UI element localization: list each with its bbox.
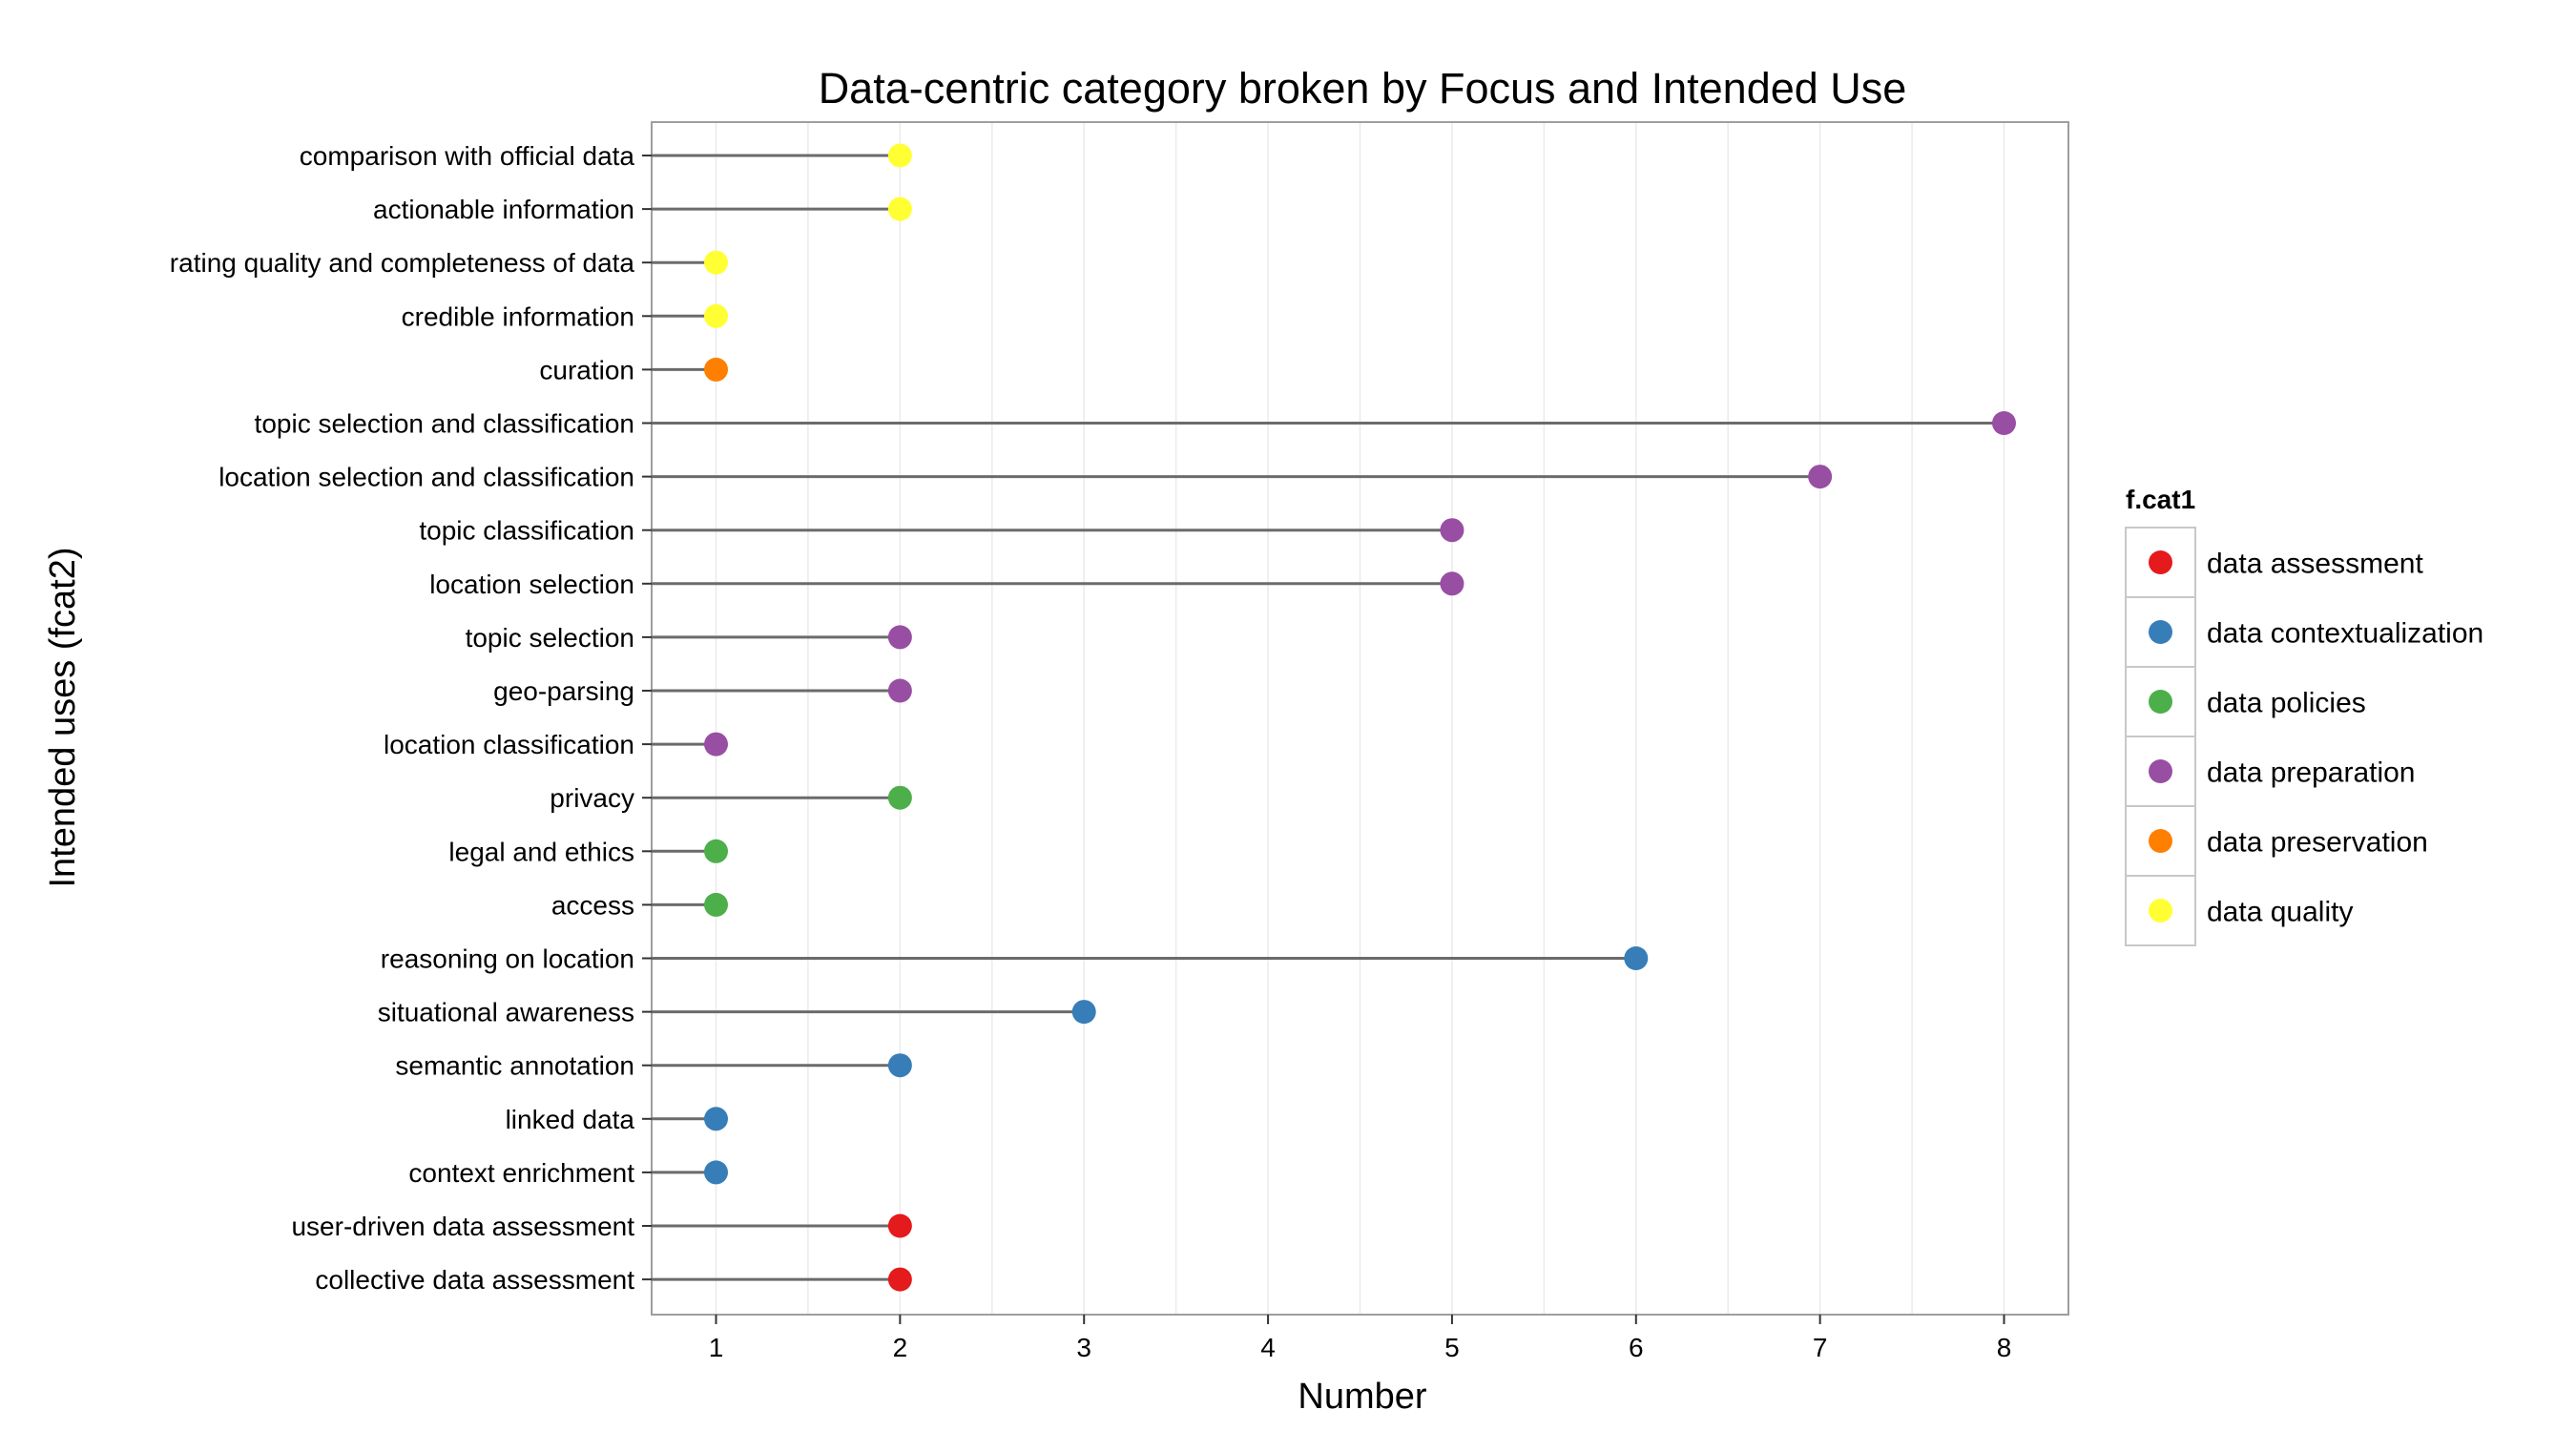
data-point (704, 1160, 728, 1185)
data-point (887, 678, 912, 703)
y-tick-label: geo-parsing (493, 676, 634, 706)
legend-swatch (2149, 690, 2172, 714)
data-point (887, 1267, 912, 1292)
data-point (704, 892, 728, 917)
legend-swatch (2149, 620, 2172, 644)
data-point (1624, 946, 1649, 970)
data-point (704, 357, 728, 382)
x-tick-label: 7 (1813, 1333, 1828, 1362)
y-tick-label: privacy (550, 783, 634, 813)
legend-key (2125, 875, 2196, 946)
legend-label: data quality (2207, 897, 2353, 928)
y-axis-ticks: comparison with official data actionable … (170, 141, 652, 1295)
legend-label: data policies (2207, 688, 2366, 719)
y-tick-label: location classification (384, 730, 634, 759)
y-axis-title: Intended uses (fcat2) (43, 548, 83, 888)
data-point (704, 732, 728, 757)
data-point (704, 839, 728, 863)
data-point (887, 1053, 912, 1078)
y-tick-label: semantic annotation (395, 1051, 634, 1081)
legend-swatch (2149, 550, 2172, 574)
data-points (704, 143, 2016, 1292)
data-point (1992, 411, 2016, 435)
y-tick-label: credible information (402, 301, 634, 331)
y-tick-label: actionable information (373, 195, 634, 224)
legend-swatch (2149, 829, 2172, 853)
data-point (887, 1213, 912, 1238)
y-tick-label: situational awareness (378, 998, 634, 1027)
legend-title: f.cat1 (2126, 485, 2195, 514)
legend-label: data contextualization (2207, 618, 2483, 650)
y-tick-label: linked data (506, 1105, 635, 1134)
y-tick-label: location selection and classification (218, 463, 634, 492)
legend-swatch (2149, 759, 2172, 783)
data-point (1440, 571, 1465, 596)
legend-label: data assessment (2207, 549, 2423, 580)
y-tick-label: reasoning on location (381, 944, 634, 974)
legend-label: data preparation (2207, 757, 2416, 789)
data-point (887, 197, 912, 221)
x-tick-label: 5 (1444, 1333, 1460, 1362)
x-tick-label: 8 (1997, 1333, 2012, 1362)
y-tick-label: topic selection (466, 623, 634, 653)
data-point (1071, 1000, 1096, 1025)
x-tick-label: 4 (1260, 1333, 1276, 1362)
x-tick-label: 1 (709, 1333, 724, 1362)
data-point (1440, 518, 1465, 543)
legend: f.cat1 data assessment data contextualiza… (2125, 485, 2483, 946)
y-tick-label: rating quality and completeness of data (170, 248, 635, 278)
y-tick-label: topic classification (419, 516, 634, 546)
y-tick-label: collective data assessment (315, 1265, 634, 1295)
legend-label: data preservation (2207, 827, 2428, 859)
y-tick-label: user-driven data assessment (291, 1212, 634, 1241)
y-tick-label: topic selection and classification (255, 409, 634, 439)
data-point (704, 1107, 728, 1131)
stems (652, 154, 2005, 1281)
data-point (1808, 465, 1833, 489)
x-axis-ticks: 1 2 3 4 5 6 7 8 (709, 1315, 2012, 1362)
data-point (704, 303, 728, 328)
y-tick-label: location selection (429, 570, 634, 599)
data-point (704, 250, 728, 275)
data-point (887, 785, 912, 810)
x-tick-label: 6 (1629, 1333, 1644, 1362)
data-point (887, 143, 912, 168)
y-tick-label: context enrichment (408, 1158, 634, 1188)
chart-title: Data-centric category broken by Focus an… (819, 64, 1907, 113)
y-tick-label: comparison with official data (300, 141, 635, 171)
x-axis-title: Number (1298, 1377, 1426, 1417)
y-tick-label: access (551, 890, 634, 920)
data-point (887, 625, 912, 650)
x-tick-label: 3 (1076, 1333, 1091, 1362)
legend-swatch (2149, 899, 2172, 923)
y-tick-label: curation (539, 355, 634, 384)
x-tick-label: 2 (893, 1333, 908, 1362)
y-tick-label: legal and ethics (448, 837, 634, 866)
